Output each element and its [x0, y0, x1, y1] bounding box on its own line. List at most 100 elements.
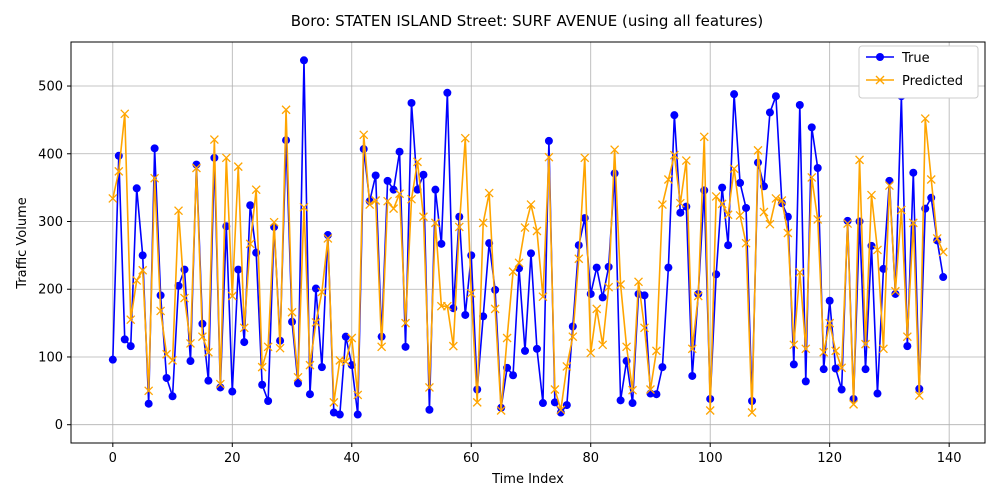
series-layer	[108, 56, 948, 419]
data-point-predicted	[174, 206, 183, 216]
data-point-true	[556, 408, 565, 417]
data-point-predicted	[861, 339, 870, 349]
data-point-predicted	[843, 219, 853, 228]
data-point-predicted	[424, 382, 434, 392]
data-point-predicted	[831, 346, 841, 356]
data-point-predicted	[478, 218, 488, 228]
data-point-predicted	[687, 344, 697, 354]
data-point-predicted	[699, 132, 709, 142]
data-point-true	[771, 92, 780, 101]
data-point-predicted	[825, 318, 835, 328]
legend-box	[858, 45, 979, 99]
data-point-true	[795, 100, 804, 109]
data-point-predicted	[783, 228, 793, 238]
data-point-predicted	[837, 363, 847, 373]
data-point-predicted	[365, 200, 375, 210]
data-point-predicted	[562, 361, 572, 371]
data-point-true	[150, 144, 159, 153]
x-tick-label: 100	[698, 451, 723, 466]
data-point-predicted	[741, 238, 751, 248]
y-tick-label: 200	[38, 283, 63, 298]
data-point-predicted	[765, 219, 775, 229]
data-point-predicted	[317, 287, 327, 297]
data-point-predicted	[574, 254, 584, 264]
data-point-true	[616, 396, 625, 405]
data-point-predicted	[418, 212, 428, 222]
axis-ticks: 0 20 40 60 80 100 120 140 0 100 200 300 400 500	[38, 80, 961, 466]
data-point-predicted	[657, 200, 667, 210]
data-point-predicted	[604, 282, 614, 292]
data-point-predicted	[651, 346, 661, 356]
data-point-predicted	[544, 152, 554, 162]
data-point-predicted	[508, 267, 518, 277]
data-point-true	[742, 203, 751, 212]
data-point-predicted	[526, 200, 536, 210]
data-point-predicted	[663, 175, 673, 184]
data-point-predicted	[902, 332, 912, 342]
data-point-predicted	[371, 196, 381, 205]
x-tick-label: 0	[109, 451, 117, 466]
data-point-true	[126, 342, 135, 351]
data-point-true	[407, 98, 416, 107]
data-point-true	[676, 208, 685, 217]
data-point-true	[114, 151, 123, 160]
data-point-predicted	[520, 223, 530, 233]
data-point-predicted	[532, 226, 542, 236]
data-point-true	[688, 371, 697, 380]
data-point-true	[574, 241, 583, 250]
data-point-predicted	[287, 307, 297, 317]
data-point-true	[132, 184, 141, 193]
data-point-predicted	[777, 196, 787, 205]
data-point-true	[658, 363, 667, 372]
data-point-predicted	[735, 210, 745, 220]
data-point-predicted	[890, 286, 900, 296]
data-point-true	[903, 342, 912, 351]
data-point-predicted	[640, 323, 649, 333]
data-point-predicted	[855, 155, 865, 165]
y-tick-label: 300	[38, 215, 63, 230]
data-point-true	[258, 380, 267, 389]
data-point-predicted	[299, 202, 309, 212]
data-point-predicted	[466, 288, 476, 298]
data-point-true	[586, 289, 595, 298]
data-point-predicted	[197, 332, 207, 342]
data-point-true	[419, 170, 428, 179]
data-point-predicted	[144, 386, 154, 396]
data-point-true	[891, 289, 900, 298]
data-point-predicted	[717, 199, 727, 209]
x-tick-label: 20	[224, 451, 241, 466]
data-point-true	[610, 169, 619, 178]
data-point-predicted	[753, 145, 763, 155]
data-point-predicted	[592, 304, 602, 314]
data-point-true	[311, 284, 320, 293]
x-tick-label: 60	[463, 451, 480, 466]
data-point-predicted	[490, 304, 500, 314]
data-point-predicted	[203, 347, 213, 357]
series-predicted	[108, 105, 948, 417]
data-point-true	[240, 338, 249, 347]
plot-frame	[70, 41, 986, 444]
x-tick-label: 120	[817, 451, 842, 466]
data-point-predicted	[693, 291, 703, 301]
data-point-true	[837, 385, 846, 394]
data-point-true	[120, 335, 129, 344]
data-point-predicted	[186, 338, 195, 348]
data-point-true	[437, 239, 446, 248]
x-axis-title: Time Index	[491, 472, 564, 487]
data-point-predicted	[359, 130, 369, 140]
data-point-true	[431, 185, 440, 194]
data-point-true	[168, 392, 177, 401]
data-point-predicted	[616, 280, 626, 289]
data-point-true	[730, 90, 739, 99]
data-point-true	[186, 357, 195, 366]
data-point-predicted	[413, 157, 422, 167]
data-point-predicted	[221, 153, 231, 163]
data-point-true	[873, 389, 882, 398]
data-point-predicted	[126, 315, 136, 325]
data-point-predicted	[401, 318, 410, 328]
data-point-predicted	[227, 291, 237, 301]
data-point-predicted	[759, 207, 769, 217]
data-point-true	[228, 387, 237, 396]
data-point-true	[335, 410, 344, 419]
